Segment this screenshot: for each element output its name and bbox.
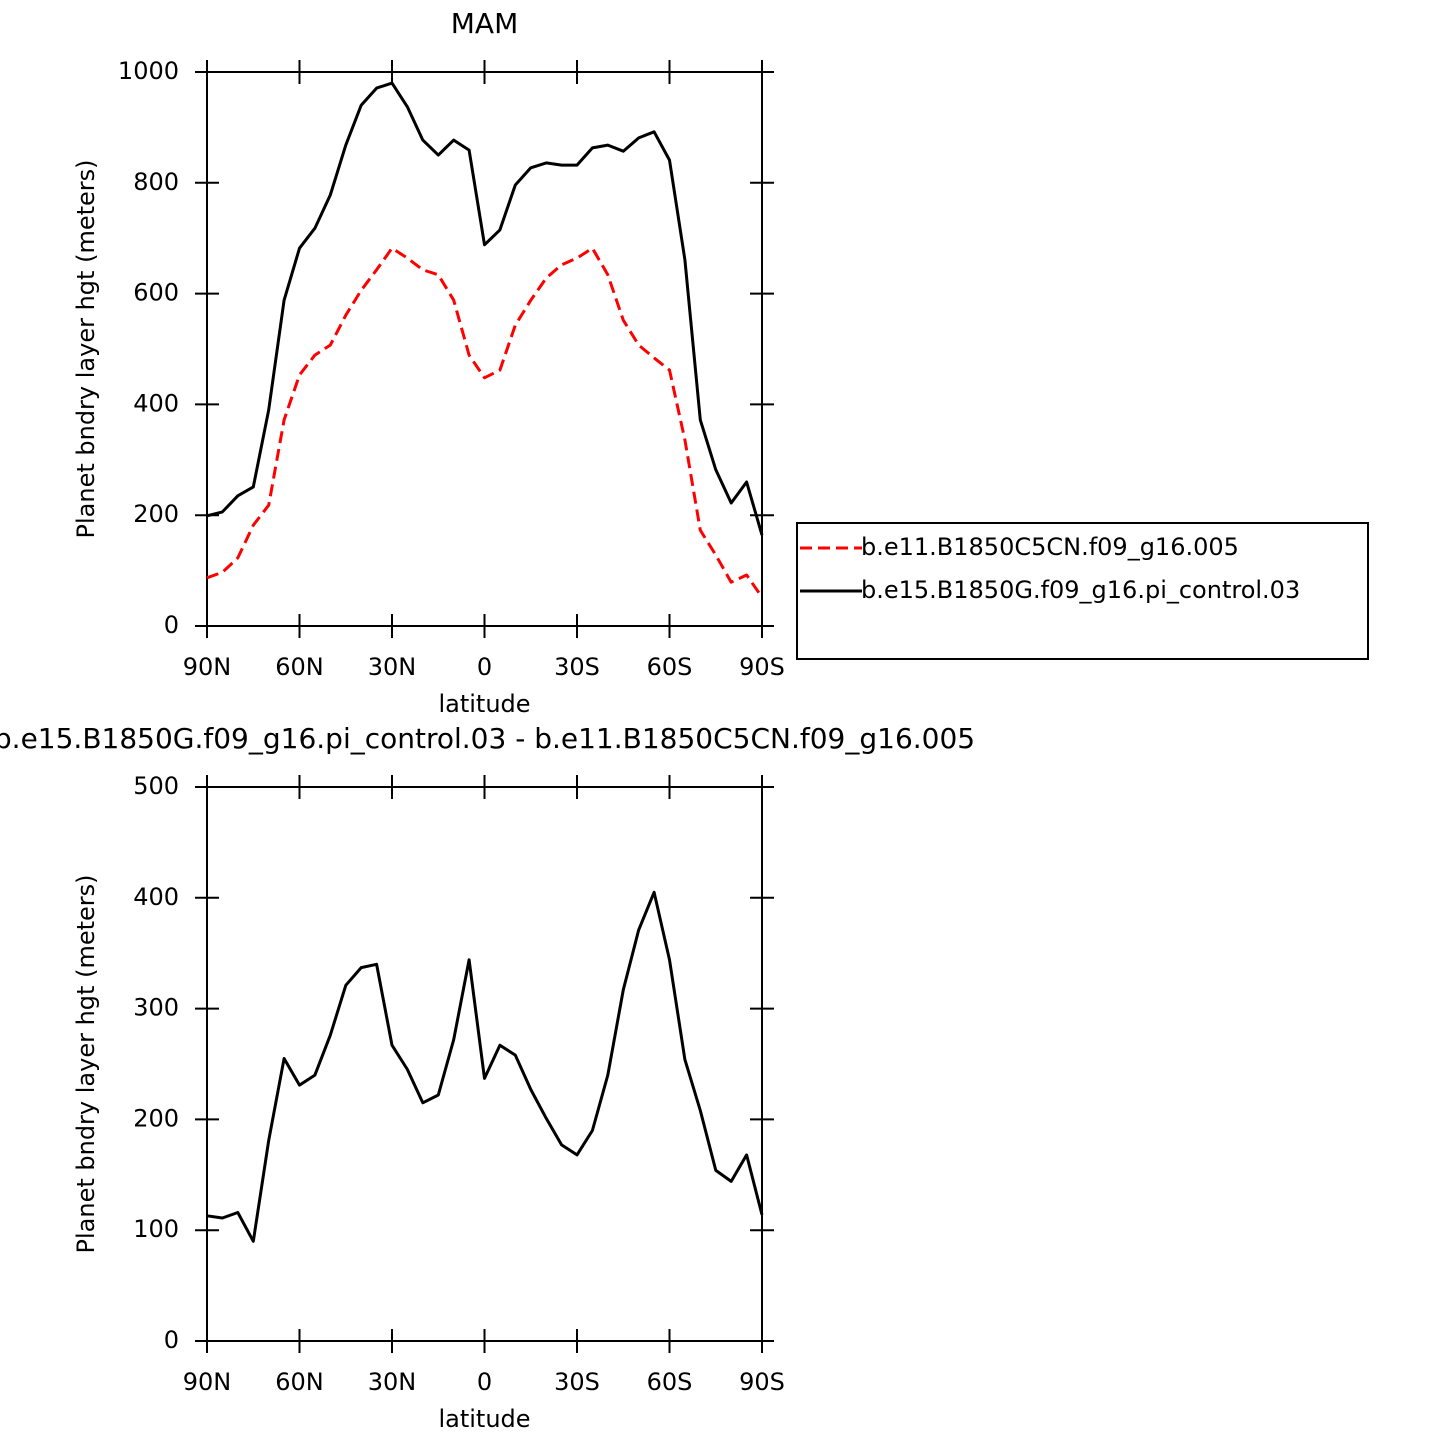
x-tick-label: 30S — [554, 653, 600, 681]
legend-label: b.e15.B1850G.f09_g16.pi_control.03 — [861, 576, 1300, 604]
y-tick-label: 100 — [133, 1215, 179, 1243]
y-tick-label: 200 — [133, 500, 179, 528]
x-tick-label: 90S — [739, 1368, 785, 1396]
y-axis-label: Planet bndry layer hgt (meters) — [72, 875, 100, 1254]
y-tick-label: 600 — [133, 279, 179, 307]
plot-frame — [206, 786, 763, 1342]
plot-frame — [206, 71, 763, 627]
y-axis-label: Planet bndry layer hgt (meters) — [72, 160, 100, 539]
x-tick-label: 30N — [368, 653, 417, 681]
x-tick-label: 60N — [275, 1368, 324, 1396]
legend-box — [796, 522, 1369, 660]
x-tick-label: 90N — [183, 653, 232, 681]
y-tick-label: 200 — [133, 1104, 179, 1132]
x-axis-label: latitude — [438, 1405, 530, 1433]
y-tick-label: 300 — [133, 994, 179, 1022]
x-tick-label: 60S — [647, 653, 693, 681]
series-line — [206, 81, 764, 536]
legend-label: b.e11.B1850C5CN.f09_g16.005 — [861, 533, 1239, 561]
x-tick-label: 30N — [368, 1368, 417, 1396]
y-tick-label: 400 — [133, 883, 179, 911]
series-line — [206, 890, 764, 1243]
y-tick-label: 1000 — [118, 57, 179, 85]
x-tick-label: 60N — [275, 653, 324, 681]
chart-title: b.e15.B1850G.f09_g16.pi_control.03 - b.e… — [0, 722, 975, 755]
y-tick-label: 400 — [133, 389, 179, 417]
x-tick-label: 30S — [554, 1368, 600, 1396]
x-tick-label: 90S — [739, 653, 785, 681]
x-tick-label: 0 — [477, 653, 492, 681]
x-tick-label: 90N — [183, 1368, 232, 1396]
y-tick-label: 800 — [133, 168, 179, 196]
chart-title: MAM — [451, 7, 518, 40]
series-line — [206, 246, 764, 599]
y-tick-label: 500 — [133, 772, 179, 800]
x-tick-label: 0 — [477, 1368, 492, 1396]
y-tick-label: 0 — [164, 1326, 179, 1354]
x-tick-label: 60S — [647, 1368, 693, 1396]
y-tick-label: 0 — [164, 611, 179, 639]
x-axis-label: latitude — [438, 690, 530, 718]
